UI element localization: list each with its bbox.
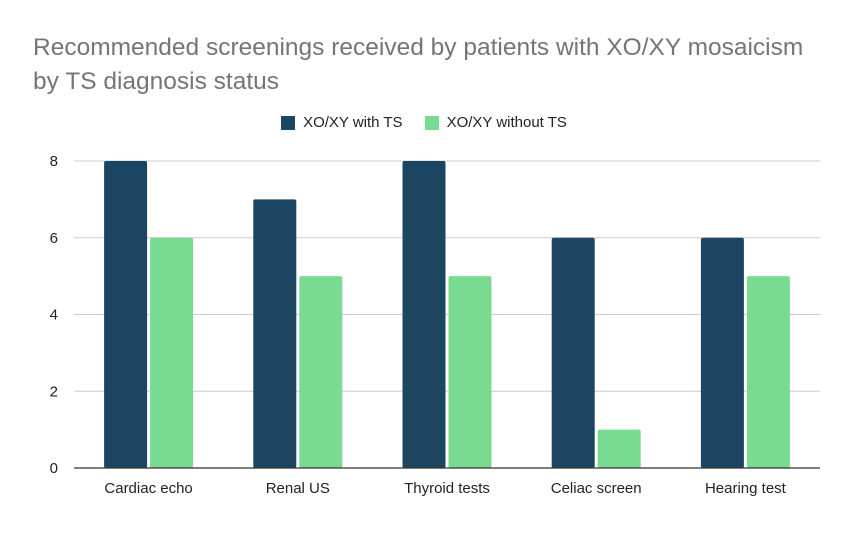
bar-2-hearing-test xyxy=(746,276,790,468)
legend-item-series-2: XO/XY without TS xyxy=(424,114,567,131)
legend-swatch-series-1 xyxy=(281,115,296,130)
bar-1-cardiac-echo xyxy=(104,161,148,468)
bar-2-cardiac-echo xyxy=(150,237,194,468)
bar-1-celiac-screen xyxy=(551,237,595,468)
bar-2-renal-us xyxy=(299,276,343,468)
legend-swatch-series-2 xyxy=(424,115,439,130)
x-tick-label: Thyroid tests xyxy=(404,480,490,497)
legend-label-series-1: XO/XY with TS xyxy=(303,114,403,131)
bar-1-thyroid-tests xyxy=(402,161,446,468)
legend-item-series-1: XO/XY with TS xyxy=(281,114,403,131)
x-tick-label: Celiac screen xyxy=(551,480,642,497)
bar-2-thyroid-tests xyxy=(448,276,492,468)
bar-1-renal-us xyxy=(253,199,297,468)
chart-title: Recommended screenings received by patie… xyxy=(33,34,804,95)
x-tick-label: Renal US xyxy=(266,480,330,497)
y-tick-label: 8 xyxy=(50,153,58,170)
x-tick-label: Cardiac echo xyxy=(104,480,192,497)
y-tick-label: 0 xyxy=(50,460,58,477)
x-tick-label: Hearing test xyxy=(705,480,787,497)
legend-label-series-2: XO/XY without TS xyxy=(446,114,567,131)
y-tick-label: 6 xyxy=(50,230,58,247)
bar-2-celiac-screen xyxy=(597,429,641,468)
chart-legend: XO/XY with TS XO/XY without TS xyxy=(0,114,848,131)
y-tick-label: 2 xyxy=(50,383,58,400)
y-tick-label: 4 xyxy=(50,307,58,324)
bar-1-hearing-test xyxy=(700,237,744,468)
